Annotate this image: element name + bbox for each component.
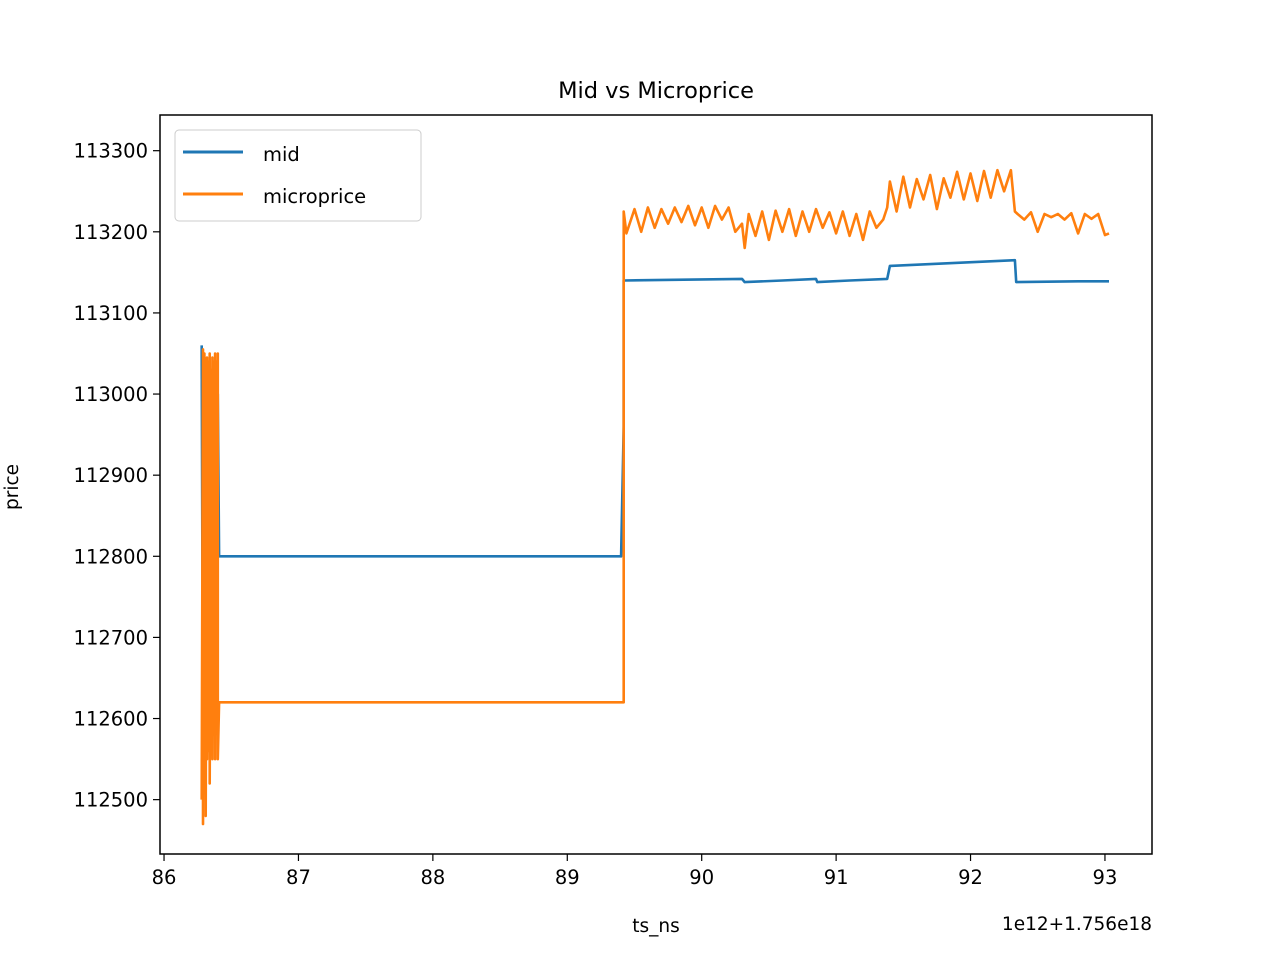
x-tick-label: 92 [958, 866, 983, 889]
x-tick-label: 89 [555, 866, 580, 889]
x-tick-label: 93 [1093, 866, 1118, 889]
series-line-microprice [200, 168, 1110, 826]
x-offset-label: 1e12+1.756e18 [1002, 914, 1152, 935]
x-tick-label: 91 [824, 866, 849, 889]
y-tick-label: 112800 [74, 545, 148, 568]
y-axis-label: price [2, 464, 23, 510]
x-tick-label: 88 [420, 866, 445, 889]
y-tick-label: 112600 [74, 708, 148, 731]
series-layer [200, 168, 1110, 826]
y-tick-label: 113100 [74, 302, 148, 325]
chart-title: Mid vs Microprice [558, 78, 754, 104]
y-tick-label: 112500 [74, 789, 148, 812]
plot-frame [159, 114, 1153, 855]
x-tick-label: 87 [286, 866, 311, 889]
legend-label-microprice: microprice [263, 185, 366, 208]
legend: mid microprice [174, 129, 422, 222]
x-tick-label: 90 [689, 866, 714, 889]
y-tick-label: 113200 [74, 221, 148, 244]
plot-area [159, 114, 1153, 855]
y-tick-label: 113300 [74, 140, 148, 163]
y-axis: 112500 112600 112700 112800 112900 113000 1131… [74, 140, 160, 812]
legend-label-mid: mid [263, 143, 300, 166]
y-tick-label: 112700 [74, 626, 148, 649]
x-tick-label: 86 [152, 866, 177, 889]
y-tick-label: 112900 [74, 464, 148, 487]
x-axis-label: ts_ns [632, 916, 680, 937]
x-axis: 86 87 88 89 90 91 92 93 [152, 854, 1118, 889]
y-tick-label: 113000 [74, 383, 148, 406]
